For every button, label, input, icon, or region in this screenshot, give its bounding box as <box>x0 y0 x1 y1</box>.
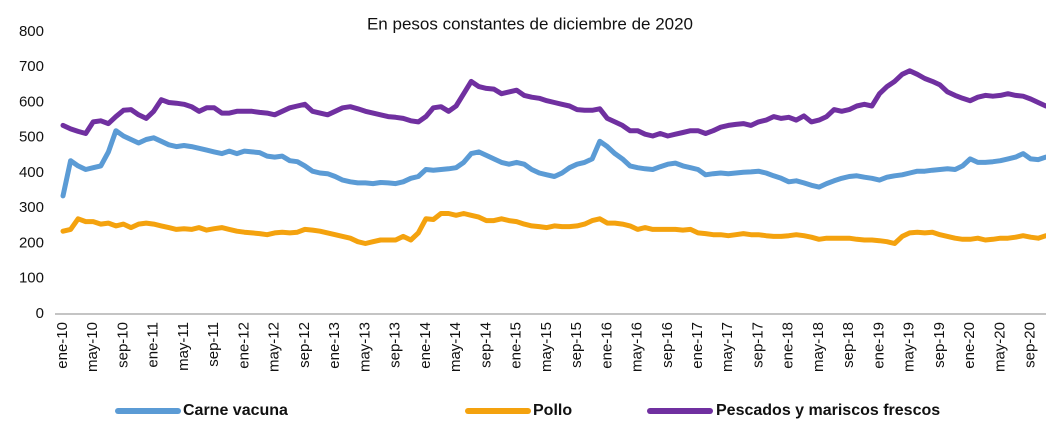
x-tick-label: may-10 <box>84 322 101 372</box>
x-tick-label: sep-18 <box>840 322 857 368</box>
y-tick-label: 600 <box>19 93 44 110</box>
y-tick-label: 500 <box>19 129 44 146</box>
x-tick-label: may-19 <box>901 322 918 372</box>
x-tick-label: sep-19 <box>931 322 948 368</box>
x-tick-label: may-17 <box>719 322 736 372</box>
x-tick-label: sep-14 <box>477 322 494 368</box>
x-tick-label: sep-11 <box>205 322 222 367</box>
series-line <box>60 68 1046 139</box>
x-tick-label: may-20 <box>991 322 1008 372</box>
y-tick-label: 700 <box>19 58 44 75</box>
legend-label: Carne vacuna <box>183 402 288 419</box>
x-tick-label: ene-13 <box>326 322 343 369</box>
x-tick-label: may-16 <box>629 322 646 372</box>
x-tick-label: sep-12 <box>296 322 313 368</box>
legend-label: Pescados y mariscos frescos <box>716 402 940 419</box>
x-tick-label: may-15 <box>538 322 555 372</box>
x-tick-label: ene-14 <box>417 322 434 369</box>
chart-subtitle: En pesos constantes de diciembre de 2020 <box>367 14 693 33</box>
series-line <box>60 128 1046 199</box>
x-tick-label: may-14 <box>447 322 464 372</box>
x-tick-label: sep-15 <box>568 322 585 368</box>
x-tick-label: ene-19 <box>870 322 887 369</box>
x-tick-label: ene-11 <box>145 322 162 368</box>
x-tick-label: ene-20 <box>961 322 978 369</box>
x-tick-label: ene-17 <box>689 322 706 369</box>
x-tick-label: may-11 <box>175 322 192 371</box>
y-tick-label: 300 <box>19 199 44 216</box>
y-tick-label: 0 <box>36 305 44 322</box>
y-tick-label: 200 <box>19 234 44 251</box>
y-tick-label: 400 <box>19 164 44 181</box>
x-tick-label: may-18 <box>810 322 827 372</box>
series-line <box>60 211 1046 246</box>
x-tick-label: may-12 <box>266 322 283 372</box>
x-tick-label: sep-16 <box>659 322 676 368</box>
x-tick-label: ene-15 <box>508 322 525 369</box>
x-tick-label: sep-13 <box>387 322 404 368</box>
y-tick-label: 100 <box>19 270 44 287</box>
legend-label: Pollo <box>533 402 572 419</box>
x-tick-label: ene-10 <box>54 322 71 369</box>
y-tick-label: 800 <box>19 23 44 40</box>
x-tick-label: may-13 <box>356 322 373 372</box>
x-tick-label: ene-16 <box>598 322 615 369</box>
x-tick-label: ene-18 <box>780 322 797 369</box>
x-tick-label: sep-10 <box>114 322 131 368</box>
x-tick-label: ene-12 <box>235 322 252 369</box>
x-tick-label: sep-20 <box>1022 322 1039 368</box>
x-tick-label: sep-17 <box>749 322 766 368</box>
